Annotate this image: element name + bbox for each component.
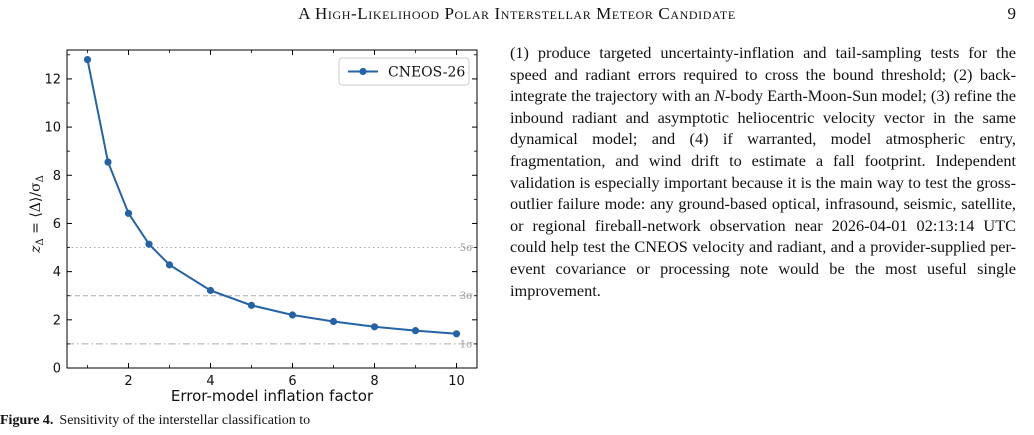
y-tick-label: 6 [53,217,61,232]
reference-label-3sigma: 3σ [460,291,473,302]
page-number: 9 [1007,4,1017,23]
data-point [83,56,92,64]
x-tick-label: 10 [448,374,465,389]
y-axis-label: zΔ = ⟨Δ⟩/σΔ [28,175,46,254]
reference-label-1sigma: 1σ [460,339,473,350]
x-axis-label: Error-model inflation factor [171,387,374,405]
plot-frame [66,49,478,369]
data-point [206,286,215,295]
sensitivity-chart: 5σ 3σ 1σ 2 4 6 8 10 0 2 4 6 8 10 12 Error-model infl… [28,49,478,405]
y-tick-label: 4 [53,265,61,280]
running-head: A High-Likelihood Polar Interstellar Met… [0,4,1034,26]
figure-caption: Figure 4. Sensitivity of the interstellar… [0,413,490,429]
x-tick-label: 4 [206,374,214,389]
y-tick-label: 10 [44,121,61,136]
y-tick-label: 2 [53,313,61,328]
data-point [329,317,338,326]
data-point [104,158,112,166]
y-tick-label: 0 [53,362,61,377]
figure: 5σ 3σ 1σ 2 4 6 8 10 0 2 4 6 8 10 12 Error-model infl… [0,36,490,406]
data-point [145,240,153,248]
caption-text: Sensitivity of the interstellar classifi… [59,413,311,428]
y-tick-label: 8 [53,169,61,184]
data-point [411,327,420,335]
reference-label-5sigma: 5σ [460,243,473,254]
x-tick-label: 6 [288,374,296,389]
data-point [165,261,174,269]
running-title: A High-Likelihood Polar Interstellar Met… [298,4,736,23]
body-text-part-2: -body Earth-Moon-Sun model; (3) refine t… [510,86,1016,300]
body-paragraph: (1) produce targeted uncertainty-inflati… [510,42,1016,301]
data-point [452,330,461,338]
legend: CNEOS-26 [338,57,470,86]
legend-marker-swatch [359,67,367,76]
y-tick-label: 12 [44,72,61,87]
legend-box [338,57,470,86]
data-point [124,209,133,217]
data-point [288,311,297,319]
body-text-part-1: (1) produce targeted uncertainty-inflati… [510,43,1016,106]
caption-label: Figure 4. [0,413,54,428]
x-tick-label: 2 [124,374,132,389]
body-text-italic-n: N [714,86,726,106]
data-point [370,323,379,331]
series-line [86,59,457,335]
data-point [247,301,256,309]
x-tick-label: 8 [370,374,378,389]
legend-label: CNEOS-26 [388,65,465,81]
